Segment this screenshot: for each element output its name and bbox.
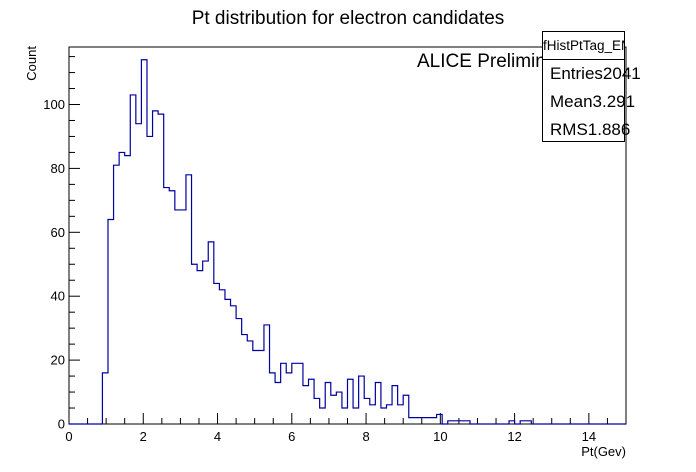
alice-preliminary-annotation: ALICE Preliminary [417, 51, 573, 72]
chart-title: Pt distribution for electron candidates [192, 8, 505, 29]
stats-row-mean: Mean 3.291 [543, 88, 635, 116]
x-tick-label: 4 [214, 429, 221, 444]
y-tick-label: 80 [51, 161, 65, 176]
x-tick-label: 14 [582, 429, 596, 444]
x-tick-label: 10 [433, 429, 447, 444]
y-axis-label: Count [24, 46, 39, 81]
stats-value: 2041 [602, 64, 641, 83]
y-tick-label: 60 [51, 225, 65, 240]
y-tick-label: 40 [51, 289, 65, 304]
stats-label: Mean [550, 92, 593, 111]
x-tick-label: 12 [507, 429, 521, 444]
stats-value: 1.886 [587, 120, 631, 139]
y-tick-label: 0 [58, 417, 65, 432]
y-tick-label: 20 [51, 353, 65, 368]
stats-histogram-name: fHistPtTag_EMCJet [543, 32, 624, 60]
x-tick-label: 8 [362, 429, 369, 444]
stats-row-rms: RMS 1.886 [543, 116, 630, 144]
x-tick-label: 0 [65, 429, 72, 444]
x-axis-label: Pt(Gev) [581, 444, 626, 459]
x-axis: 0 2 4 6 8 10 12 14 [65, 413, 627, 444]
x-tick-label: 2 [140, 429, 147, 444]
y-axis: 0 20 40 60 80 100 [43, 56, 80, 432]
stats-box: fHistPtTag_EMCJet Entries 2041 Mean 3.29… [542, 31, 641, 144]
y-tick-label: 100 [43, 97, 65, 112]
histogram-line [69, 59, 626, 425]
stats-row-entries: Entries 2041 [543, 60, 641, 88]
stats-value: 3.291 [592, 92, 636, 111]
stats-label: RMS [550, 120, 588, 139]
x-tick-label: 6 [288, 429, 295, 444]
stats-label: Entries [550, 64, 603, 83]
